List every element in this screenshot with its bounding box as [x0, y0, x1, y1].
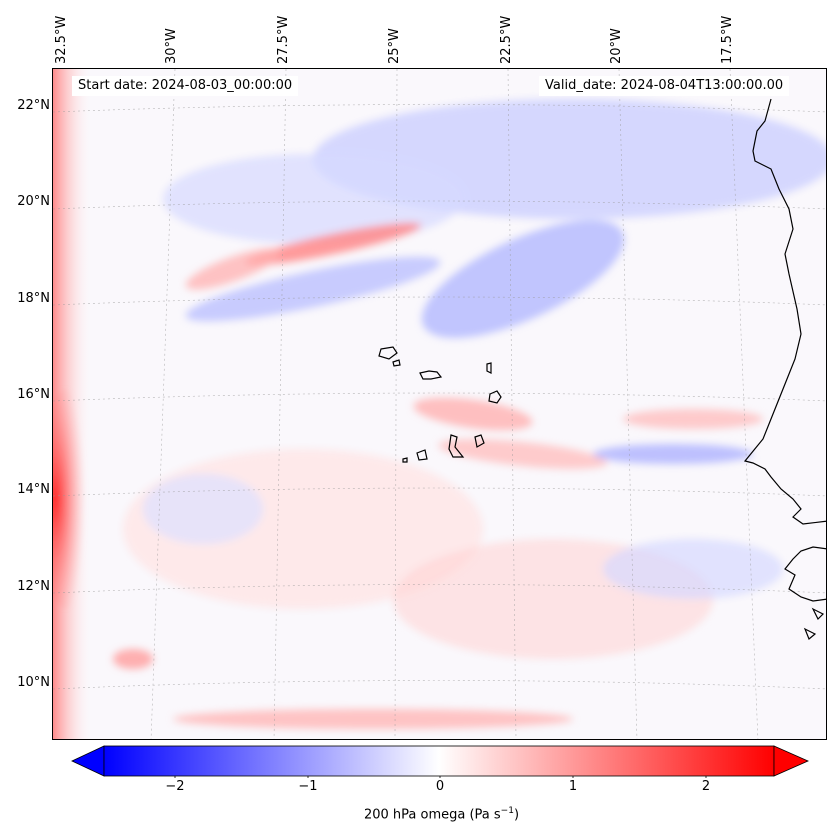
- parallel-20n: [53, 200, 826, 210]
- red-patch-islands: [438, 439, 608, 469]
- parallel-10n: [53, 680, 826, 690]
- colorbar-label-text: 200 hPa omega (Pa s: [363, 807, 501, 823]
- parallel-14n: [53, 487, 826, 497]
- colorbar-tick-label-2: 2: [701, 779, 711, 794]
- blue-band-west: [185, 256, 441, 322]
- cape-verde-santo-antao: [378, 346, 398, 360]
- lat-label-22n: 22°N: [17, 98, 50, 113]
- lon-label-30w: 30°W: [164, 28, 179, 64]
- southern-red-band: [173, 709, 573, 729]
- colorbar: [71, 745, 809, 778]
- lon-label-27-5w: 27.5°W: [276, 15, 291, 64]
- meridian-22-5w: [507, 69, 517, 739]
- meridian-17-5w: [729, 69, 759, 739]
- colorbar-body: [103, 745, 775, 777]
- meridian-25w: [394, 69, 398, 739]
- start-date-label: Start date: 2024-08-03_00:00:00: [72, 76, 299, 96]
- lat-label-20n: 20°N: [17, 194, 50, 209]
- central-red-patch: [413, 397, 533, 431]
- blue-band-central: [421, 220, 625, 338]
- colorbar-ticks: [174, 776, 707, 778]
- parallel-12n: [53, 584, 826, 594]
- red-streak-northwest: [185, 248, 281, 290]
- cape-verde-brava: [402, 457, 408, 463]
- coastlines: [378, 98, 826, 640]
- colorbar-label-exponent: −1: [500, 806, 514, 816]
- cape-verde-sao-vicente: [392, 359, 401, 367]
- colorbar-tick-label-m1: −1: [298, 779, 318, 794]
- parallel-22n: [53, 104, 826, 113]
- cape-verde-boa-vista: [488, 390, 502, 404]
- east-red-band: [623, 409, 763, 429]
- colorbar-label: 200 hPa omega (Pa s−1): [0, 806, 837, 822]
- cape-verde-fogo: [416, 449, 428, 461]
- colorbar-extend-right: [773, 745, 809, 777]
- valid-date-label: Valid_date: 2024-08-04T13:00:00.00: [539, 76, 790, 96]
- lon-label-17-5w: 17.5°W: [720, 15, 735, 64]
- southeast-blue-area: [603, 539, 783, 599]
- map-panel: [52, 68, 827, 740]
- omega-field: [53, 69, 826, 739]
- cape-verde-santiago: [448, 434, 465, 458]
- lon-label-22-5w: 22.5°W: [499, 15, 514, 64]
- colorbar-tick-label-m2: −2: [165, 779, 185, 794]
- africa-coastline: [743, 98, 826, 525]
- colorbar-label-close: ): [513, 807, 520, 823]
- lat-label-18n: 18°N: [17, 291, 50, 306]
- left-edge-hotspot: [53, 389, 91, 609]
- lon-label-20w: 20°W: [609, 28, 624, 64]
- lat-label-14n: 14°N: [17, 482, 50, 497]
- lat-label-16n: 16°N: [17, 387, 50, 402]
- red-streak-north: [244, 222, 422, 266]
- meridian-30w: [150, 69, 176, 739]
- lat-label-10n: 10°N: [17, 675, 50, 690]
- cape-verde-sal: [486, 362, 492, 374]
- cape-verde-sao-nicolau: [419, 370, 443, 380]
- colorbar-tick-label-1: 1: [568, 779, 578, 794]
- lon-label-25w: 25°W: [387, 28, 402, 64]
- parallel-16n: [53, 392, 826, 402]
- lat-label-12n: 12°N: [17, 579, 50, 594]
- west-blue-patch: [143, 474, 263, 544]
- africa-coastline-south: [784, 546, 826, 602]
- northwest-blue-area: [163, 154, 463, 244]
- southwest-red-spot: [113, 649, 153, 669]
- meridian-20w: [618, 69, 638, 739]
- bijagos-islands: [803, 607, 825, 640]
- gridlines: [53, 69, 826, 739]
- meridian-27-5w: [273, 69, 287, 739]
- colorbar-tick-label-0: 0: [435, 779, 445, 794]
- east-blue-band: [593, 444, 753, 464]
- omega-field-map: [53, 69, 826, 739]
- colorbar-extend-left: [71, 745, 105, 777]
- cape-verde-maio: [474, 434, 485, 448]
- lon-label-32-5w: 32.5°W: [54, 15, 69, 64]
- parallel-18n: [53, 296, 826, 306]
